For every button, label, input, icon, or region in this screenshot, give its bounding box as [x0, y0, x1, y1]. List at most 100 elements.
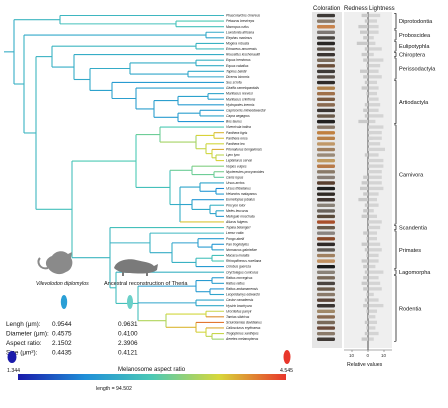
coloration-swatch [317, 231, 335, 235]
stat-left-value: 0.4435 [52, 350, 72, 357]
left-species-name: Vilevolodon diplomylos [36, 281, 89, 287]
lightness-bar [369, 186, 384, 191]
redness-bar [361, 13, 368, 18]
species-label: Meles leucurus [226, 209, 249, 213]
species-label: Vulpes vulpes [226, 164, 247, 168]
coloration-swatch [317, 270, 335, 274]
order-label: Proboscidea [399, 33, 431, 39]
stat-label: Diameter (μm): [6, 331, 49, 338]
redness-bar [366, 64, 368, 68]
species-label: Pan troglodytes [226, 242, 249, 246]
species-label: Sus scrofa [226, 81, 242, 85]
redness-bar [368, 142, 370, 146]
redness-bar [363, 303, 368, 308]
lightness-bar [369, 181, 382, 185]
lightness-bar [369, 147, 385, 152]
coloration-swatch [317, 186, 335, 191]
stat-right-value: 0.4100 [118, 331, 138, 338]
redness-bar [363, 58, 368, 62]
redness-bar [363, 276, 368, 280]
scale-title: Melanosome aspect ratio [118, 367, 186, 373]
redness-bar [363, 175, 368, 179]
species-label: Aeretes melanopterus [225, 337, 259, 341]
coloration-swatch [317, 237, 335, 241]
species-label: Muntiacus crinifrons [226, 97, 256, 101]
redness-bar [364, 298, 368, 302]
lightness-bar [369, 153, 379, 157]
axis-tick-label-mid: 0 [367, 353, 370, 358]
species-label: Callosciurus erythraeus [226, 326, 261, 330]
coloration-swatch [317, 170, 335, 174]
species-label: Oryctolagus cuniculus [226, 270, 259, 274]
tree-length-label: length = 94.502 [96, 386, 132, 392]
species-label: Equus hemionus [226, 58, 251, 62]
lightness-bar [369, 264, 376, 269]
coloration-swatch [317, 309, 335, 314]
coloration-swatch [317, 47, 335, 51]
redness-bar [360, 186, 368, 191]
species-label: Panthera onca [226, 136, 248, 140]
right-species-name-text: Ancestral reconstruction of Theria [104, 281, 188, 287]
left-species-name-text: Vilevolodon diplomylos [36, 281, 89, 287]
redness-bar [363, 209, 368, 213]
species-label: Loxodonta africana [226, 30, 254, 34]
axis-tick-label-right: 10 [381, 353, 387, 358]
species-label: Helarctos malayanus [226, 192, 257, 196]
species-label: Ursus thibetanus [226, 187, 251, 191]
coloration-swatch [317, 175, 335, 180]
lightness-bar [369, 47, 382, 51]
species-label: Pongo abelii [226, 237, 244, 241]
species-label: Urocitellus parryii [226, 309, 252, 313]
species-label: Elephas maximus [226, 36, 252, 40]
coloration-swatch [317, 265, 335, 269]
species-label: Rhinopithecus roxellana [226, 259, 261, 263]
redness-bar [361, 181, 368, 185]
lightness-bar [369, 75, 382, 79]
coloration-swatch [317, 131, 335, 135]
species-label: Mogera robusta [226, 42, 249, 46]
redness-bar [363, 231, 368, 235]
scale-max-label: 4.545 [280, 368, 293, 374]
lightness-bar [369, 119, 376, 124]
coloration-swatch [317, 153, 335, 157]
species-label: Muntiacus reevesi [226, 92, 253, 96]
species-label: Viverricula indica [226, 125, 251, 129]
species-label: Hystrix brachyura [226, 304, 252, 308]
phylogenetic-tree [4, 14, 224, 340]
coloration-swatch [317, 214, 335, 219]
coloration-swatch [317, 198, 335, 202]
coloration-swatch [317, 276, 335, 280]
redness-header: Redness [344, 6, 368, 12]
lightness-bar [369, 36, 374, 40]
species-label: Eumetopias jubatus [226, 198, 255, 202]
order-label: Perissodactyla [399, 67, 436, 73]
lightness-bar [369, 209, 374, 213]
coloration-swatch [317, 281, 335, 286]
left-melanosome [60, 295, 68, 309]
lightness-bar [369, 231, 377, 235]
species-label: Macaca mulatta [226, 254, 249, 258]
coloration-swatch [317, 92, 335, 96]
species-label: Tapirus bairdii [226, 69, 247, 73]
stat-label: Aspect ratio: [6, 340, 42, 347]
order-label: Chiroptera [399, 53, 426, 59]
lightness-bar [369, 108, 379, 112]
lightness-bar [369, 242, 381, 246]
ancestral-mammal-silhouette [114, 259, 158, 276]
species-label: Colobus guereza [226, 265, 251, 269]
redness-bar [364, 331, 368, 336]
lightness-bar [369, 41, 376, 45]
coloration-swatch [317, 331, 335, 336]
stat-label: Size (μm²): [6, 350, 38, 357]
lightness-bar [369, 58, 384, 62]
scale-high-melanosome [283, 350, 291, 364]
order-label: Diprotodontia [399, 19, 433, 25]
redness-bar [364, 153, 368, 157]
lightness-bar [369, 64, 381, 68]
redness-bar [356, 41, 368, 45]
coloration-swatch [317, 52, 335, 57]
species-label: Prionailurus bengalensis [226, 148, 262, 152]
coloration-swatch [317, 248, 335, 252]
